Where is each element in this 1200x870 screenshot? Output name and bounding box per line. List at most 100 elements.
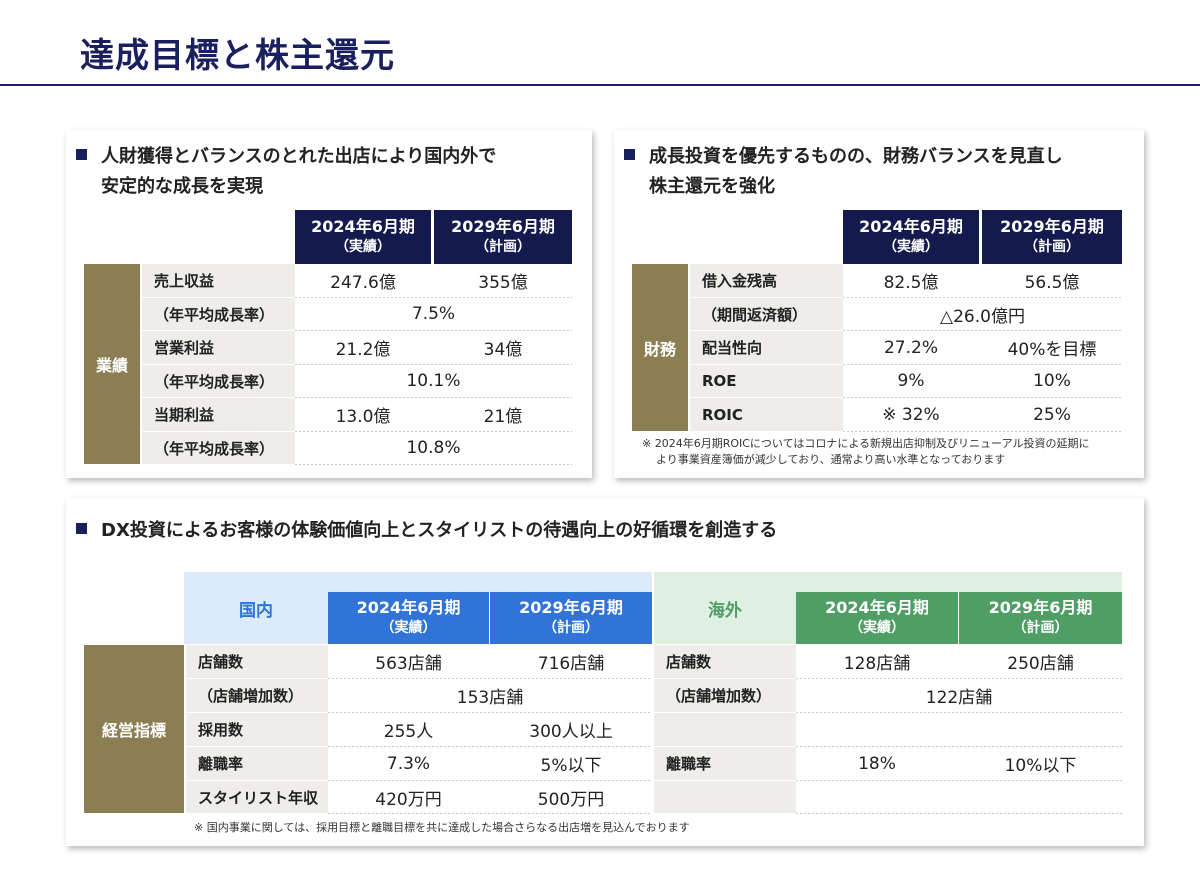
row-divider (295, 397, 572, 398)
page-title: 達成目標と株主還元 (80, 36, 395, 76)
row-label: （年平均成長率） (142, 298, 295, 330)
value-2024: 21.2億 (335, 340, 391, 360)
row-label: （年平均成長率） (142, 365, 295, 397)
domestic-row-label: （店舗増加数） (186, 679, 328, 712)
domestic-col-header-2024: 2024年6月期 （実績） (328, 592, 489, 644)
col-header-2029: 2029年6月期 （計画） (982, 210, 1122, 264)
overseas-value-2024: 18% (858, 753, 896, 774)
value-2024: ※ 32% (882, 404, 940, 425)
domestic-value-2029: 300人以上 (529, 722, 613, 742)
value-2024: 13.0億 (335, 407, 391, 427)
row-divider (328, 813, 652, 814)
domestic-header-band (328, 572, 652, 592)
row-label: 当期利益 (142, 398, 295, 431)
performance-panel: 人財獲得とバランスのとれた出店により国内外で 安定的な成長を実現 2024年6月… (66, 130, 592, 478)
col-header-2024: 2024年6月期 （実績） (843, 210, 979, 264)
domestic-value-2024: 255人 (383, 722, 434, 742)
value-merged: 10.8% (406, 438, 461, 458)
row-label: 売上収益 (142, 264, 295, 297)
domestic-col-header-2029: 2029年6月期 （計画） (490, 592, 652, 644)
heading-line-1: 人財獲得とバランスのとれた出店により国内外で (101, 146, 497, 167)
domestic-row-label: 離職率 (186, 747, 328, 780)
value-2024: 9% (897, 371, 925, 391)
overseas-row-label: （店舗増加数） (654, 679, 796, 712)
domestic-value-2024: 420万円 (375, 789, 442, 810)
value-2024: 247.6億 (330, 273, 396, 293)
row-divider (295, 330, 572, 331)
value-2024: 82.5億 (883, 273, 939, 293)
row-label: （年平均成長率） (142, 432, 295, 464)
domestic-label: 国内 (184, 572, 328, 644)
value-2029: 40%を目標 (1007, 340, 1097, 360)
heading-line-2: 安定的な成長を実現 (101, 176, 263, 197)
overseas-value-merged: 122店舗 (925, 688, 993, 708)
row-divider (328, 712, 652, 713)
row-label: 配当性向 (690, 331, 843, 364)
row-divider (796, 780, 1122, 781)
overseas-value-2029 (959, 713, 1122, 746)
row-divider (295, 364, 572, 365)
domestic-value-2024: 563店舗 (375, 654, 442, 674)
overseas-row-label: 離職率 (654, 747, 796, 780)
overseas-row-label-empty (654, 713, 796, 746)
management-kpi-panel: DX投資によるお客様の体験価値向上とスタイリストの待遇向上の好循環を創造する 国… (66, 498, 1144, 846)
domestic-row-label: 採用数 (186, 713, 328, 746)
heading-line-1: DX投資によるお客様の体験価値向上とスタイリストの待遇向上の好循環を創造する (101, 520, 778, 541)
value-merged: 7.5% (411, 304, 456, 324)
domestic-value-2029: 5%以下 (540, 756, 602, 776)
row-label: 借入金残高 (690, 264, 843, 297)
category-management-kpi: 経営指標 (84, 645, 184, 813)
performance-heading: 人財獲得とバランスのとれた出店により国内外で 安定的な成長を実現 (76, 142, 496, 202)
row-divider (295, 464, 572, 465)
domestic-value-2029: 716店舗 (537, 654, 605, 674)
value-2029: 25% (1033, 404, 1071, 425)
row-label: 営業利益 (142, 331, 295, 364)
value-2029: 21億 (483, 407, 523, 427)
row-divider (796, 813, 1122, 814)
row-divider (295, 431, 572, 432)
overseas-label: 海外 (654, 572, 796, 644)
row-label: ROE (690, 365, 843, 397)
title-divider (0, 84, 1200, 86)
category-financial: 財務 (632, 264, 688, 431)
overseas-col-header-2024: 2024年6月期 （実績） (796, 592, 958, 644)
domestic-value-2029: 500万円 (537, 789, 605, 810)
value-2029: 10% (1033, 371, 1071, 391)
row-divider (843, 297, 1122, 298)
row-divider (328, 780, 652, 781)
domestic-value-2024: 7.3% (386, 753, 431, 774)
overseas-value-2029 (959, 781, 1122, 813)
row-label: （期間返済額） (690, 298, 843, 330)
overseas-row-label: 店舗数 (654, 645, 796, 678)
row-divider (796, 712, 1122, 713)
row-divider (843, 431, 1122, 432)
value-2024: 27.2% (883, 337, 938, 358)
overseas-value-2029: 250店舗 (1007, 654, 1074, 674)
bullet-square-icon (76, 149, 87, 160)
heading-line-1: 成長投資を優先するものの、財務バランスを見直し (649, 146, 1063, 167)
row-divider (843, 397, 1122, 398)
domestic-footnote: ※ 国内事業に関しては、採用目標と離職目標を共に達成した場合さらなる出店増を見込… (194, 821, 690, 834)
row-label: ROIC (690, 398, 843, 431)
roic-footnote: ※ 2024年6月期ROICについてはコロナによる新規出店抑制及びリニューアル投… (642, 436, 1090, 468)
overseas-value-2024 (796, 713, 958, 746)
value-merged: 10.1% (406, 371, 461, 391)
overseas-value-2029: 10%以下 (1004, 756, 1077, 776)
bullet-square-icon (624, 149, 635, 160)
row-divider (843, 364, 1122, 365)
value-2029: 56.5億 (1024, 273, 1080, 293)
footnote-line-1: ※ 2024年6月期ROICについてはコロナによる新規出店抑制及びリニューアル投… (642, 437, 1090, 450)
financial-heading: 成長投資を優先するものの、財務バランスを見直し 株主還元を強化 (624, 142, 1063, 202)
value-merged: △26.0億円 (940, 306, 1025, 327)
row-divider (796, 678, 1122, 679)
col-header-2024: 2024年6月期 （実績） (295, 210, 431, 264)
footnote-line-2: より事業資産簿価が減少しており、通常より高い水準となっております (656, 453, 1006, 466)
dx-heading: DX投資によるお客様の体験価値向上とスタイリストの待遇向上の好循環を創造する (76, 516, 777, 546)
domestic-row-label: スタイリスト年収 (186, 781, 328, 813)
overseas-value-2024 (796, 781, 958, 813)
domestic-row-label: 店舗数 (186, 645, 328, 678)
value-2029: 355億 (478, 273, 528, 293)
financial-panel: 成長投資を優先するものの、財務バランスを見直し 株主還元を強化 2024年6月期… (614, 130, 1144, 478)
overseas-row-label-empty (654, 781, 796, 813)
value-2029: 34億 (483, 340, 523, 360)
